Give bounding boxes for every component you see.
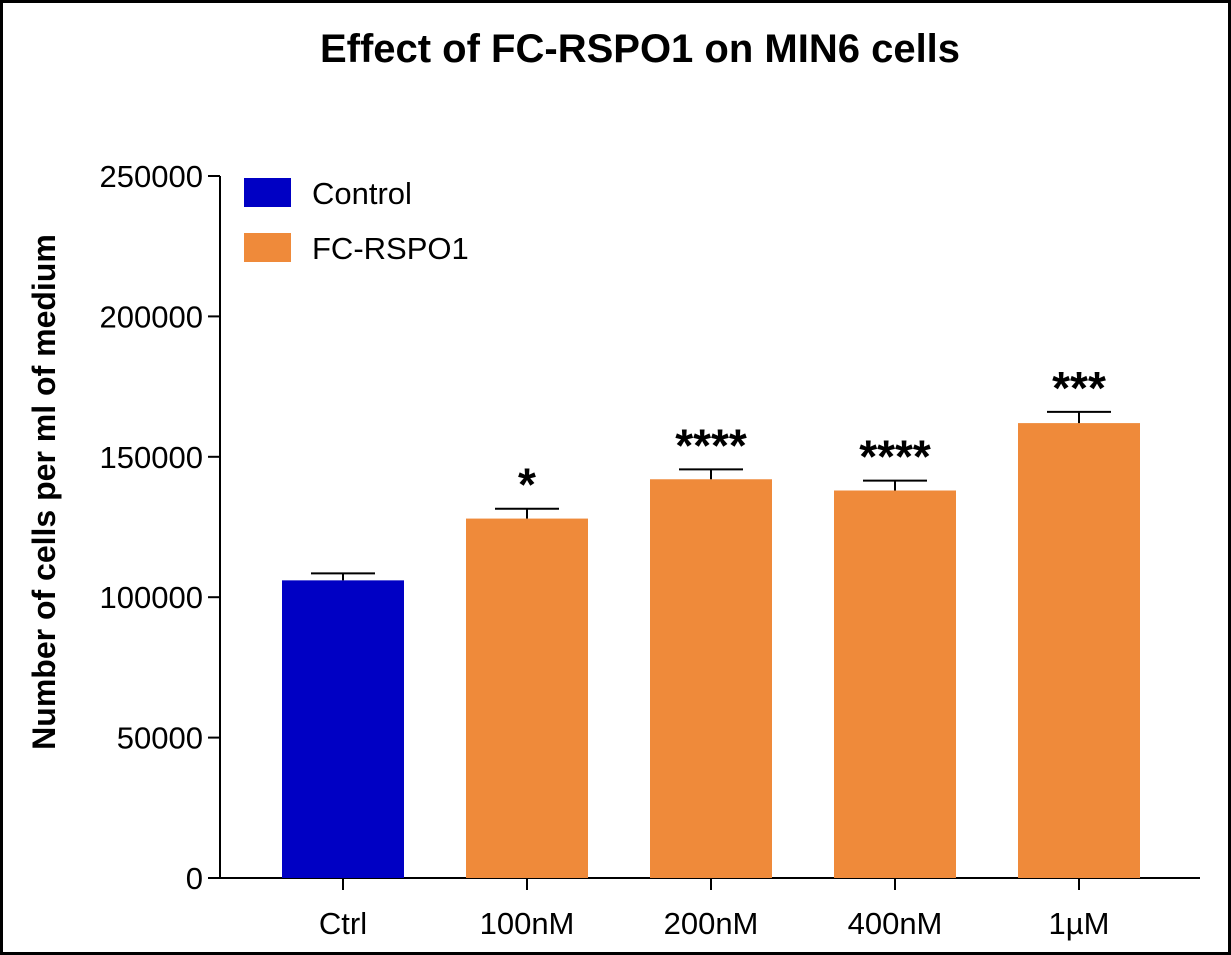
- bar-4: [834, 490, 956, 878]
- bar-5: [1018, 423, 1140, 878]
- y-tick-label: 0: [186, 861, 203, 896]
- bar-2: [466, 518, 588, 878]
- legend-swatch: [244, 233, 291, 262]
- x-tick-label: 400nM: [848, 906, 943, 941]
- chart-title: Effect of FC-RSPO1 on MIN6 cells: [320, 27, 960, 71]
- y-tick-label: 200000: [100, 299, 203, 334]
- x-tick-label: 100nM: [480, 906, 575, 941]
- y-axis-label: Number of cells per ml of medium: [26, 234, 62, 750]
- y-ticks: 0 50000 100000 150000 200000 250000: [100, 159, 220, 896]
- significance-label: *: [518, 459, 536, 511]
- y-tick-label: 250000: [100, 159, 203, 194]
- legend-label: Control: [312, 176, 412, 211]
- y-tick-label: 100000: [100, 580, 203, 615]
- significance-label: ***: [1052, 362, 1106, 414]
- legend-swatch: [244, 178, 291, 207]
- x-tick-label: 200nM: [664, 906, 759, 941]
- y-tick-label: 50000: [117, 721, 203, 756]
- x-ticks: Ctrl 100nM 200nM 400nM 1µM: [319, 878, 1110, 941]
- significance-label: ****: [859, 431, 931, 483]
- legend: Control FC-RSPO1: [244, 176, 469, 266]
- significance-label: ****: [675, 419, 747, 471]
- bar-3: [650, 479, 772, 878]
- x-tick-label: 1µM: [1049, 906, 1110, 941]
- legend-label: FC-RSPO1: [312, 231, 469, 266]
- bars: ***** *******: [282, 362, 1140, 878]
- x-tick-label: Ctrl: [319, 906, 367, 941]
- y-tick-label: 150000: [100, 440, 203, 475]
- bar-1: [282, 580, 404, 878]
